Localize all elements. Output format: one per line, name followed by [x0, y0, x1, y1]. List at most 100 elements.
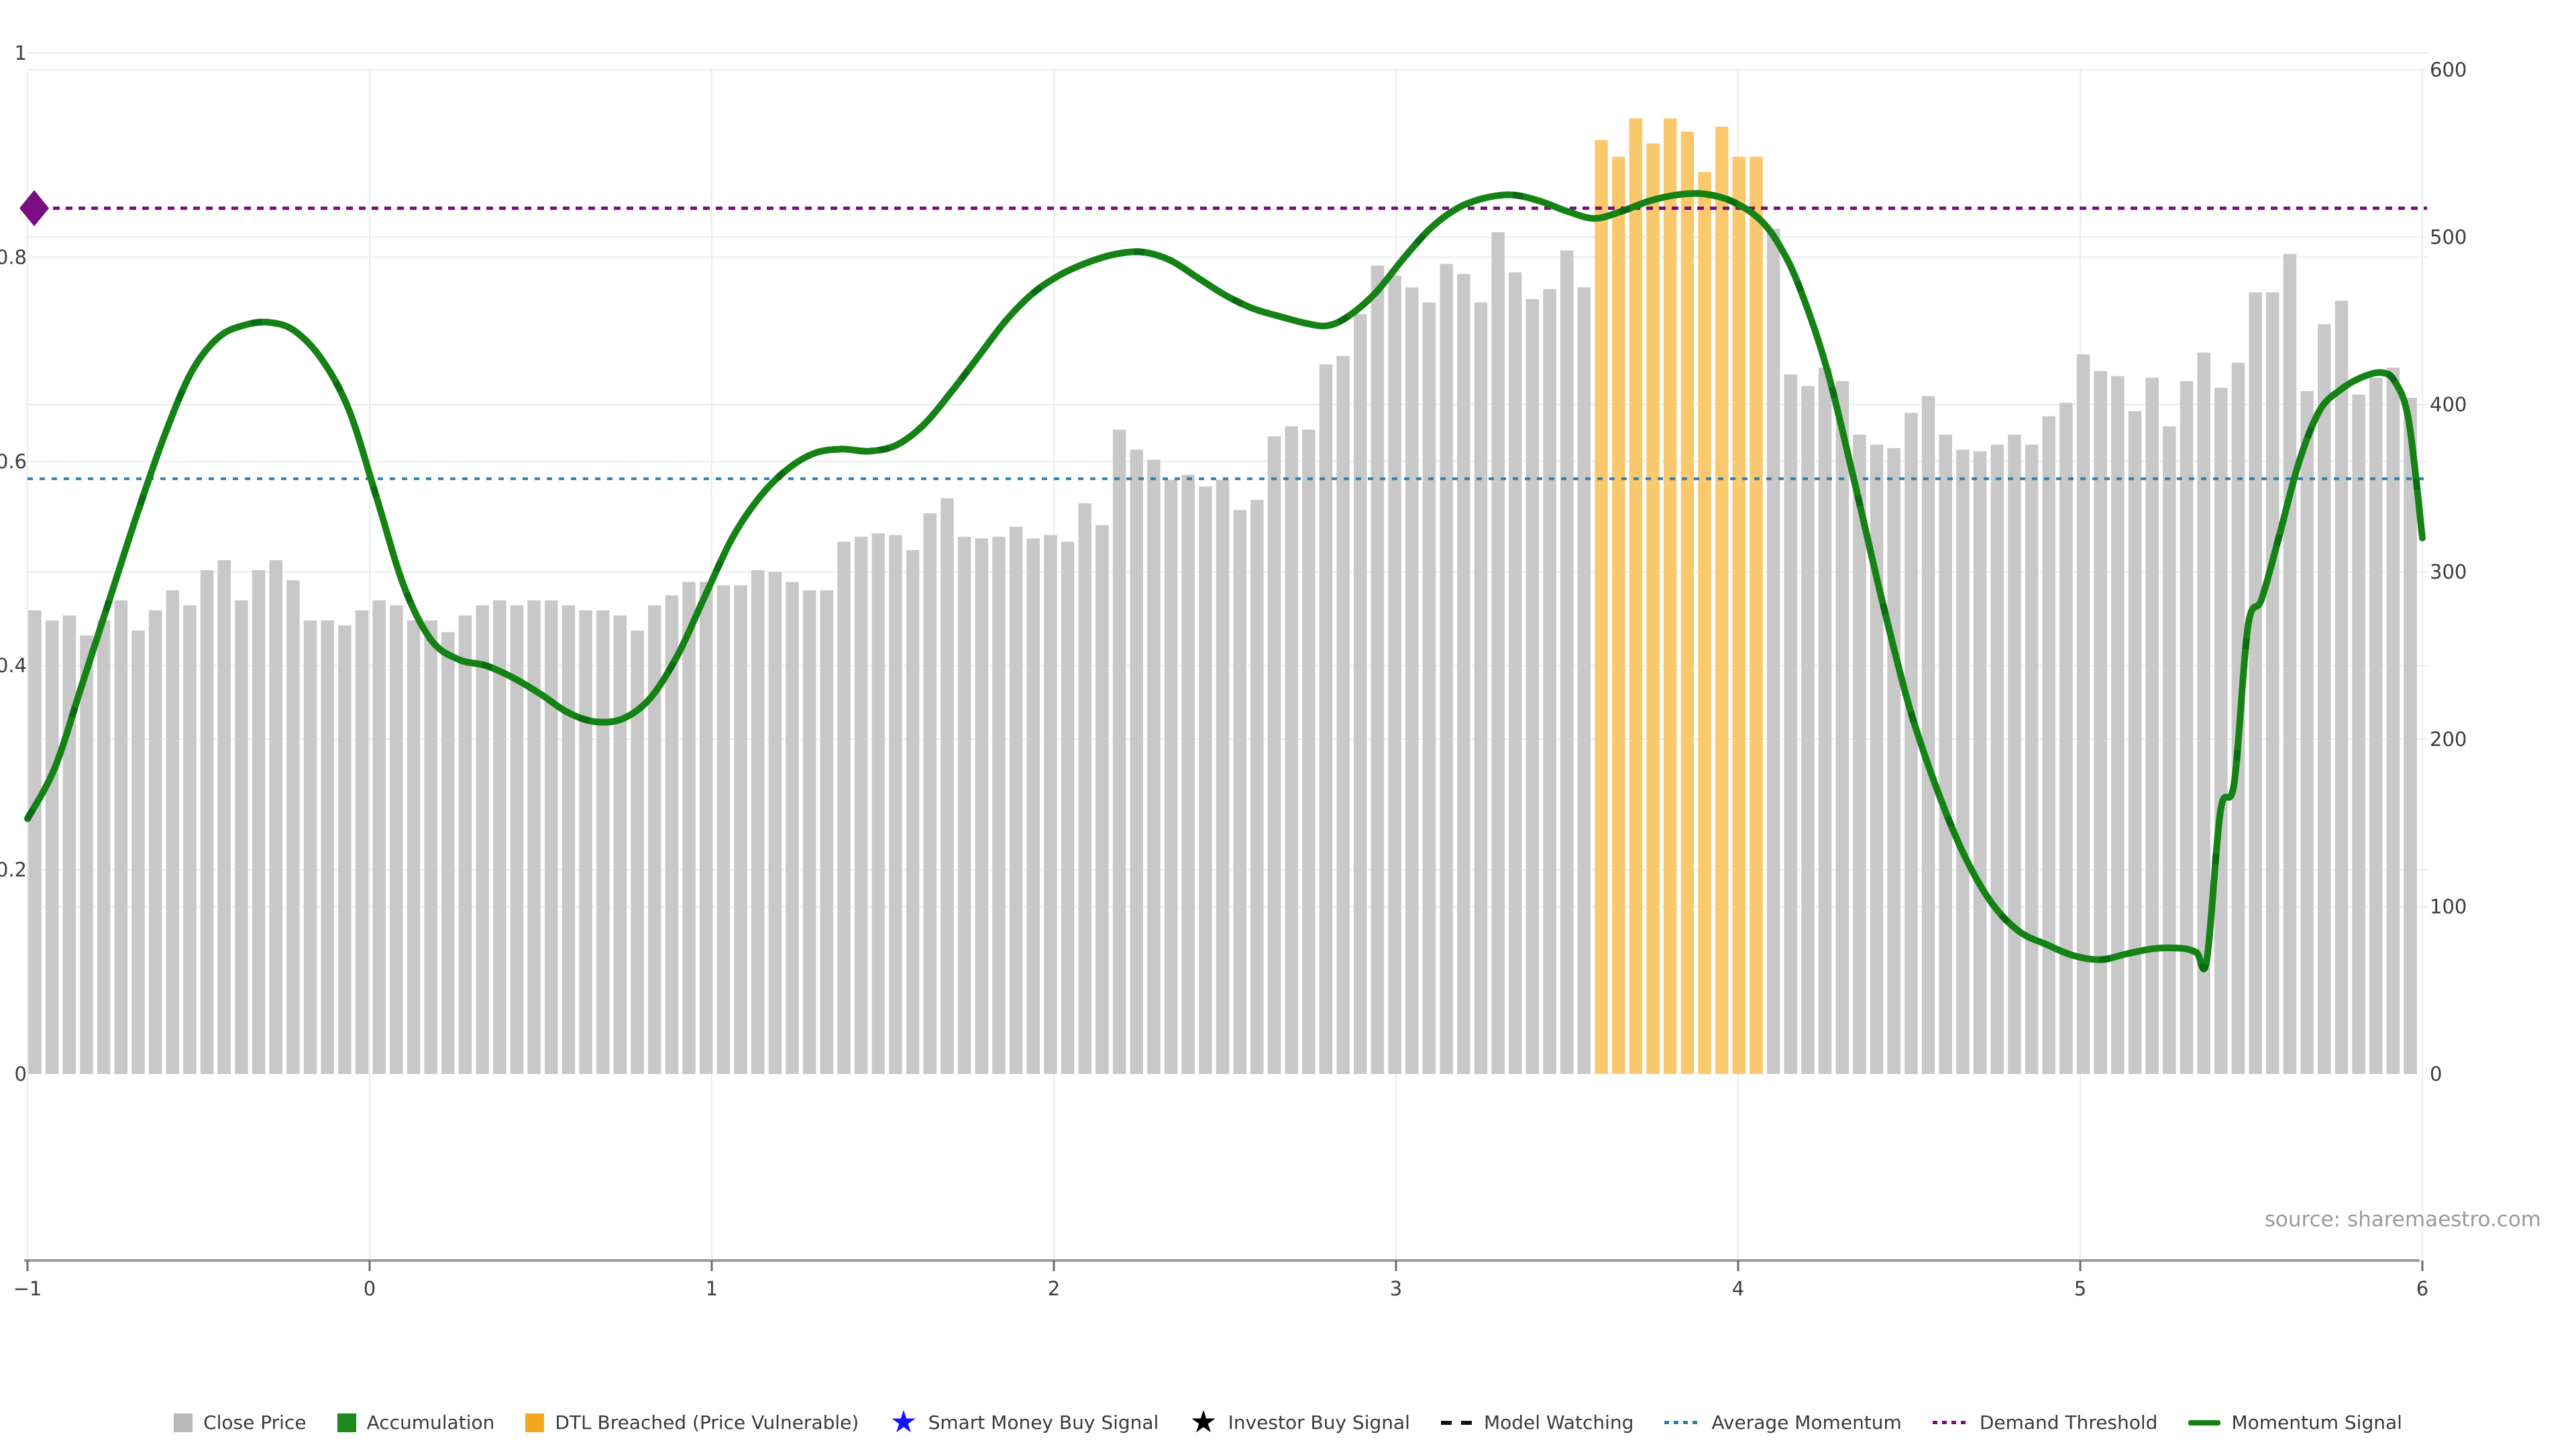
close-price-bar — [303, 620, 317, 1074]
close-price-bar — [1044, 535, 1057, 1074]
close-price-bar — [1181, 474, 1195, 1074]
legend-label: Smart Money Buy Signal — [928, 1411, 1159, 1434]
close-price-bar — [802, 590, 816, 1074]
close-price-legend-swatch — [174, 1413, 193, 1432]
close-price-bar — [561, 605, 576, 1074]
momentum-signal-legend-line-icon — [2188, 1419, 2221, 1426]
legend-label: Demand Threshold — [1979, 1411, 2158, 1434]
close-price-bar — [1061, 541, 1075, 1074]
close-price-bar — [820, 590, 834, 1074]
close-price-bar — [407, 620, 421, 1074]
close-price-bar — [390, 605, 403, 1074]
close-price-bar — [527, 600, 541, 1074]
dtl-breached-bar — [1611, 156, 1625, 1075]
demand-threshold-legend-line-icon — [1932, 1421, 1969, 1424]
close-price-bar — [1405, 287, 1419, 1075]
dtl-breached-price-vulnerable-legend-swatch — [525, 1413, 545, 1432]
left-y-axis-tick-label: 0.8 — [0, 246, 27, 268]
close-price-bar — [751, 570, 765, 1074]
close-price-bar — [1835, 381, 1849, 1074]
close-price-bar — [1818, 368, 1832, 1074]
legend-item-close-price: Close Price — [174, 1411, 307, 1434]
close-price-bar — [941, 498, 954, 1074]
x-axis-tick-label: 2 — [1048, 1277, 1060, 1300]
close-price-bar — [1853, 434, 1866, 1074]
legend-label: Average Momentum — [1711, 1411, 1902, 1434]
close-price-bar — [321, 620, 334, 1074]
x-axis-tick-label: 3 — [1390, 1277, 1402, 1300]
close-price-bar — [1147, 460, 1161, 1074]
close-price-bar — [871, 533, 885, 1074]
close-price-bar — [2008, 434, 2021, 1074]
close-price-bar — [613, 615, 627, 1074]
right-y-axis-tick-label: 600 — [2430, 58, 2467, 81]
left-y-axis-tick-label: 0.6 — [0, 450, 27, 473]
right-y-axis-tick-label: 500 — [2430, 226, 2467, 249]
close-price-bar — [957, 537, 971, 1074]
close-price-bar — [2128, 411, 2142, 1074]
left-y-axis-tick-label: 0.2 — [0, 859, 27, 881]
dtl-breached-bar — [1715, 126, 1729, 1075]
close-price-bar — [734, 585, 747, 1074]
close-price-bar — [2318, 324, 2331, 1074]
close-price-bar — [1095, 525, 1109, 1074]
close-price-bar — [992, 537, 1006, 1074]
legend-item-smart-money-buy-signal: ★ Smart Money Buy Signal — [890, 1406, 1159, 1437]
close-price-bar — [28, 610, 42, 1074]
close-price-bar — [665, 595, 679, 1074]
close-price-bar — [1026, 538, 1040, 1074]
close-price-bar — [493, 600, 506, 1074]
close-price-bar — [1491, 232, 1505, 1074]
close-price-bar — [1422, 302, 1436, 1075]
demand-threshold-diamond-marker — [19, 190, 49, 227]
close-price-bar — [975, 538, 989, 1074]
accumulation-dashes — [24, 190, 2426, 973]
close-price-bar — [2059, 402, 2073, 1074]
left-y-axis-tick-label: 0 — [15, 1063, 27, 1085]
close-price-bar — [355, 610, 369, 1074]
close-price-bar — [2266, 292, 2279, 1075]
legend-label: Accumulation — [366, 1411, 495, 1434]
dtl-breached-bar — [1680, 131, 1695, 1075]
x-axis-tick-label: 6 — [2416, 1277, 2428, 1300]
close-price-bar — [1440, 264, 1453, 1074]
close-price-bar — [2197, 352, 2210, 1074]
dtl-breached-bar — [1646, 143, 1660, 1074]
close-price-bar — [166, 590, 180, 1074]
close-price-bar — [80, 635, 93, 1074]
close-price-bar — [1525, 299, 1540, 1075]
close-price-bar — [1801, 386, 1815, 1075]
right-y-axis-tick-label: 300 — [2430, 561, 2467, 584]
close-price-bar — [1164, 480, 1178, 1074]
close-price-bar — [1250, 500, 1264, 1074]
close-price-bar — [682, 582, 696, 1074]
dtl-breached-bar — [1698, 172, 1711, 1074]
x-axis-tick-label: 0 — [364, 1277, 376, 1300]
right-y-axis-tick-label: 0 — [2430, 1063, 2442, 1085]
close-price-bar — [2386, 368, 2400, 1074]
close-price-bar — [1939, 434, 1953, 1074]
close-price-bar — [97, 620, 111, 1074]
source-note: source: sharemaestro.com — [2264, 1208, 2541, 1232]
close-price-bar — [2300, 391, 2314, 1074]
legend-item-accumulation: Accumulation — [337, 1411, 495, 1434]
close-price-bar — [338, 625, 352, 1074]
close-price-bar — [1457, 274, 1470, 1074]
close-price-bar — [906, 550, 920, 1074]
close-price-bar — [923, 513, 937, 1074]
close-price-bar — [235, 600, 248, 1074]
close-price-bar — [217, 560, 231, 1074]
close-price-bar — [1388, 275, 1401, 1074]
legend-item-average-momentum: Average Momentum — [1664, 1411, 1902, 1434]
close-price-bar — [148, 610, 162, 1074]
close-price-bar — [2076, 354, 2090, 1074]
x-axis-tick-label: 5 — [2074, 1277, 2086, 1300]
close-price-bar — [1130, 449, 1143, 1074]
close-price-bar — [2025, 444, 2039, 1074]
dtl-breached-bar — [1750, 156, 1763, 1075]
close-price-bar — [252, 570, 266, 1074]
close-price-bar — [837, 541, 851, 1074]
close-price-bar — [2214, 388, 2228, 1074]
close-price-bar — [1543, 288, 1556, 1075]
